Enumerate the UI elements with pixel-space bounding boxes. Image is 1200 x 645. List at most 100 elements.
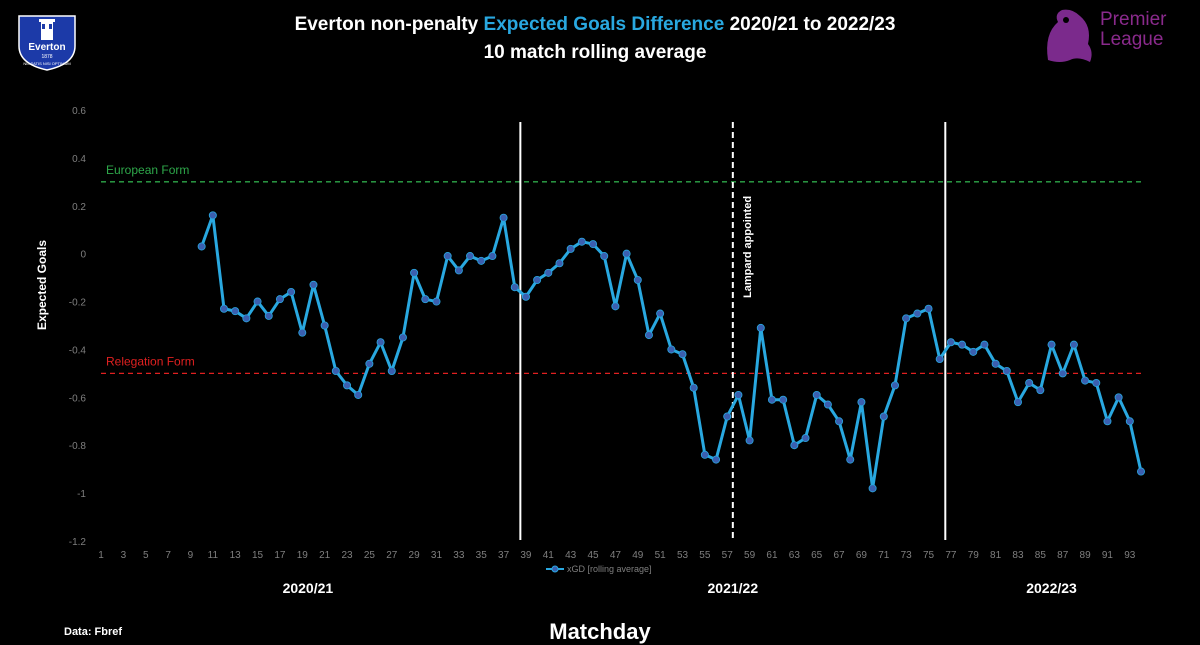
data-point xyxy=(902,314,911,323)
data-point xyxy=(980,340,989,349)
data-point xyxy=(220,304,229,313)
data-point xyxy=(712,455,721,464)
season-labels: 2020/21 2021/22 2022/23 xyxy=(283,580,1077,596)
x-tick-label: 87 xyxy=(1057,550,1069,561)
everton-crest-icon: Everton 1878 NIL SATIS NISI OPTIMUM xyxy=(18,15,76,71)
x-tick-label: 75 xyxy=(923,550,935,561)
reference-lines: European Form Relegation Form xyxy=(101,163,1141,375)
y-tick-label: -1.2 xyxy=(69,537,87,548)
x-tick-label: 37 xyxy=(498,550,510,561)
season-label: 2020/21 xyxy=(283,580,334,596)
x-tick-label: 65 xyxy=(811,550,823,561)
x-tick-label: 15 xyxy=(252,550,264,561)
data-point xyxy=(1069,340,1078,349)
x-tick-label: 89 xyxy=(1080,550,1092,561)
season-dividers: Lampard appointed xyxy=(519,122,947,540)
x-tick-label: 11 xyxy=(208,550,219,561)
y-tick-label: 0.2 xyxy=(72,202,86,213)
x-tick-label: 43 xyxy=(565,550,577,561)
series-xgd xyxy=(197,211,1146,493)
data-point xyxy=(387,366,396,375)
data-point xyxy=(745,436,754,445)
data-point xyxy=(611,302,620,311)
crest-motto: NIL SATIS NISI OPTIMUM xyxy=(23,61,70,66)
data-point xyxy=(779,395,788,404)
data-point xyxy=(857,398,866,407)
data-point xyxy=(577,237,586,246)
data-point xyxy=(1125,417,1134,426)
x-tick-label: 63 xyxy=(789,550,801,561)
data-point xyxy=(566,244,575,253)
data-point xyxy=(521,292,530,301)
data-point xyxy=(958,340,967,349)
x-tick-label: 29 xyxy=(409,550,421,561)
x-tick-label: 31 xyxy=(431,550,443,561)
x-tick-label: 57 xyxy=(722,550,734,561)
premier-league-logo-icon xyxy=(1047,9,1092,63)
x-tick-label: 17 xyxy=(274,550,286,561)
data-point xyxy=(354,390,363,399)
data-point xyxy=(208,211,217,220)
data-point xyxy=(376,338,385,347)
data-point xyxy=(1025,378,1034,387)
x-tick-label: 91 xyxy=(1102,550,1114,561)
data-point xyxy=(264,311,273,320)
data-point xyxy=(678,350,687,359)
x-tick-label: 35 xyxy=(476,550,488,561)
data-point xyxy=(1103,417,1112,426)
data-point xyxy=(320,321,329,330)
chart-title: Everton non-penalty Expected Goals Diffe… xyxy=(0,14,1190,36)
data-point xyxy=(835,417,844,426)
x-tick-label: 55 xyxy=(699,550,711,561)
league-name-line2: League xyxy=(1100,29,1164,50)
x-tick-label: 47 xyxy=(610,550,622,561)
title-highlight: Expected Goals Difference xyxy=(483,14,725,35)
data-source: Data: Fbref xyxy=(64,626,123,638)
y-tick-label: -0.8 xyxy=(69,441,87,452)
data-point xyxy=(633,276,642,285)
chart-subtitle: 10 match rolling average xyxy=(483,42,707,63)
x-tick-label: 39 xyxy=(520,550,532,561)
x-tick-label: 45 xyxy=(587,550,599,561)
title-suffix: 2020/21 to 2022/23 xyxy=(724,14,896,35)
x-tick-label: 71 xyxy=(878,550,890,561)
data-point xyxy=(667,345,676,354)
data-point xyxy=(1137,467,1146,476)
data-point xyxy=(868,484,877,493)
data-point xyxy=(656,309,665,318)
legend-label: xGD [rolling average] xyxy=(567,564,652,574)
x-tick-label: 81 xyxy=(990,550,1002,561)
y-tick-label: 0.4 xyxy=(72,154,86,165)
data-point xyxy=(343,381,352,390)
x-tick-label: 41 xyxy=(543,550,555,561)
data-point xyxy=(991,359,1000,368)
x-tick-label: 25 xyxy=(364,550,376,561)
x-tick-label: 23 xyxy=(341,550,353,561)
data-point xyxy=(477,256,486,265)
league-name: Premier League xyxy=(1100,10,1167,50)
x-axis-title: Matchday xyxy=(549,619,651,644)
data-point xyxy=(622,249,631,258)
data-point xyxy=(801,434,810,443)
title-prefix: Everton non-penalty xyxy=(294,14,484,35)
data-point xyxy=(1092,378,1101,387)
x-tick-label: 73 xyxy=(901,550,913,561)
x-tick-label: 67 xyxy=(834,550,846,561)
data-point xyxy=(723,412,732,421)
data-point xyxy=(499,213,508,222)
season-label: 2021/22 xyxy=(708,580,759,596)
data-point xyxy=(533,276,542,285)
x-tick-label: 79 xyxy=(968,550,980,561)
x-tick-label: 49 xyxy=(632,550,644,561)
data-point xyxy=(309,280,318,289)
x-tick-label: 53 xyxy=(677,550,689,561)
data-point xyxy=(510,283,519,292)
x-tick-label: 13 xyxy=(230,550,242,561)
y-tick-label: -0.6 xyxy=(69,393,87,404)
x-tick-label: 27 xyxy=(386,550,398,561)
data-point xyxy=(365,359,374,368)
data-point xyxy=(946,338,955,347)
data-point xyxy=(275,295,284,304)
x-tick-label: 1 xyxy=(98,550,104,561)
